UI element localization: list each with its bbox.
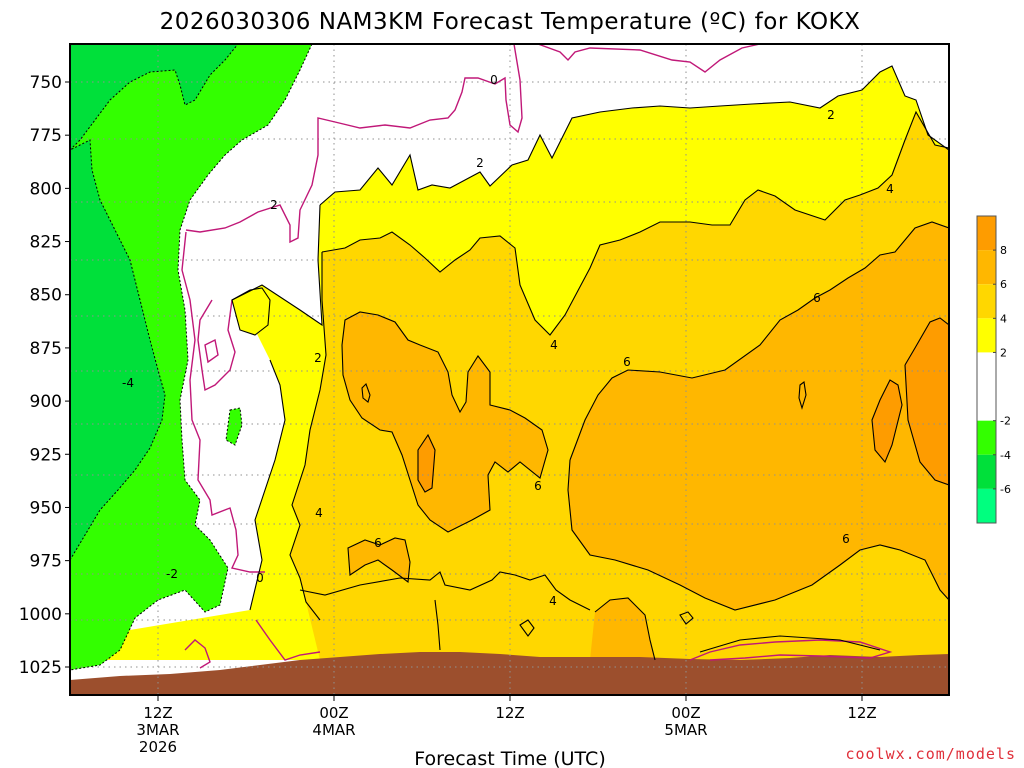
colorbar-tick-label: 8 [1000,244,1007,257]
field-2-4-island [232,288,270,335]
ground-terrain [70,652,949,695]
x-tick-label: 5MAR [664,721,707,739]
contour-label: 6 [374,536,382,550]
contour-label: 4 [315,506,323,520]
plot-area: 0 2 2 4 6 2 4 6 6 4 2 -4 0 6 4 6 -2 0 [70,44,949,695]
contour-label: 6 [534,479,542,493]
contour-label: 4 [550,338,558,352]
contour-labels: 0 2 2 4 6 2 4 6 6 4 2 -4 0 6 4 6 -2 0 [122,73,894,608]
field-below-minus2-band [70,44,312,670]
y-tick-label: 975 [30,552,62,572]
colorbar-tick-label: 2 [1000,346,1007,359]
field-6-8-band-small [348,538,410,582]
colorbar-tick-label: -4 [1000,449,1011,462]
y-tick-label: 850 [30,286,62,306]
field-6-8-band-right [568,222,949,610]
grid [70,44,949,695]
y-tick-label: 800 [30,179,62,199]
field-below-minus2-island [226,408,242,445]
contour-label: 2 [270,198,278,212]
x-tick-label: 3MAR [136,721,179,739]
y-tick-label: 925 [30,445,62,465]
colorbar-tick-label: -6 [1000,483,1011,496]
x-tick-label: 2026 [139,738,177,756]
contour-label: 0 [256,571,264,585]
field-8-10-patch-2 [418,435,435,492]
colorbar-bin [977,250,996,285]
contour-label: -4 [122,376,134,390]
colorbar-bin [977,454,996,489]
x-tick-label: 00Z [671,704,700,722]
colorbar-tick-label: 6 [1000,278,1007,291]
field-8-10-band-right [905,318,949,485]
y-tick-label: 900 [30,392,62,412]
colorbar-bin [977,216,996,251]
contour-label: 6 [842,532,850,546]
y-tick-label: 750 [30,73,62,93]
colorbar-bin [977,420,996,455]
y-tick-label: 775 [30,126,62,146]
contour-label: 2 [827,108,835,122]
contour-label: -2 [166,567,178,581]
x-tick-label: 12Z [495,704,524,722]
colorbar-tick-label: 4 [1000,312,1007,325]
y-tick-label: 1000 [19,605,62,625]
contour-label: 6 [623,355,631,369]
colorbar-tick-label: -2 [1000,415,1011,428]
contour-label: 4 [549,594,557,608]
field-below-minus4-band [70,44,238,560]
negative-contours [70,44,313,671]
chart-title: 2026030306 NAM3KM Forecast Temperature (… [160,9,861,35]
credit-text: coolwx.com/models [845,745,1016,763]
contour-label: 4 [886,182,894,196]
colorbar-frame [976,215,997,524]
y-tick-label: 1025 [19,658,62,678]
x-tick-label: 12Z [847,704,876,722]
y-tick-label: 950 [30,498,62,518]
zero-contours [181,44,893,669]
y-axis: 750 775 800 825 850 875 900 925 950 975 1000 1025 [19,73,70,678]
x-tick-label: 12Z [143,704,172,722]
positive-contours [231,65,949,661]
y-tick-label: 875 [30,339,62,359]
contour-label: 6 [813,291,821,305]
y-tick-label: 825 [30,233,62,253]
contour-label: 0 [490,73,498,87]
contour-label: 2 [314,351,322,365]
colorbar-bin [977,284,996,319]
colorbar-bin [977,318,996,353]
field-6-8-band-left [342,312,548,532]
field-6-8-band-bottom [590,598,655,660]
colorbar: 8 6 4 2 -2 -4 -6 [976,215,1011,524]
colorbar-bin [977,352,996,387]
x-axis-label: Forecast Time (UTC) [414,748,605,768]
colorbar-bin [977,488,996,523]
contour-label: 2 [476,156,484,170]
field-8-10-patch-1 [872,380,902,462]
x-tick-label: 4MAR [312,721,355,739]
x-tick-label: 00Z [319,704,348,722]
colorbar-bin [977,386,996,421]
